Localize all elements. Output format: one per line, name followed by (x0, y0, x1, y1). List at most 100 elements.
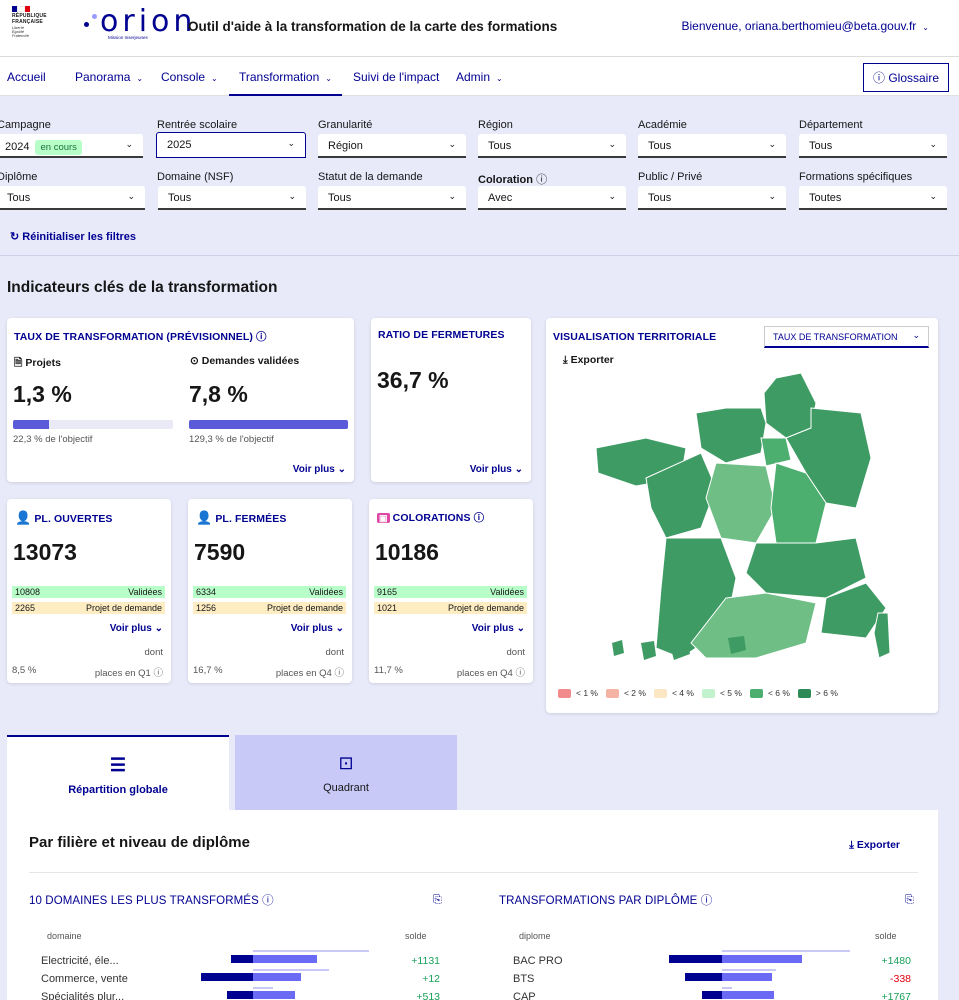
nav-console[interactable]: Console ⌄ (161, 70, 218, 84)
legend-item: > 6 % (797, 688, 838, 699)
select-statut[interactable]: Tous ⌄ (318, 186, 466, 210)
orion-logo[interactable]: orion Mission Inserjeunes (84, 7, 196, 40)
republique-francaise-logo: RÉPUBLIQUE FRANÇAISE Liberté Égalité Frate… (12, 6, 47, 38)
scatter-icon: ⊡ (338, 753, 354, 773)
dont-label: dont (506, 647, 526, 658)
pct-value: 8,5 % (12, 665, 37, 676)
chevron-down-icon: ⌄ (287, 138, 295, 148)
region-pays-de-la-loire (645, 452, 717, 539)
legend-item: < 1 % (558, 688, 598, 699)
bar-mark (669, 955, 722, 963)
column-header: solde (405, 931, 427, 941)
download-csv-icon[interactable]: ⎘ (905, 894, 914, 906)
filter-label-campagne: Campagne (0, 119, 51, 131)
voir-plus-button[interactable]: Voir plus ⌄ (292, 464, 346, 475)
bar-mark (227, 991, 253, 999)
chevron-down-icon: ⌄ (211, 74, 218, 83)
map-export-button[interactable]: ⤓ Exporter (563, 354, 614, 366)
voir-plus-button[interactable]: Voir plus ⌄ (290, 623, 344, 634)
nav-admin[interactable]: Admin ⌄ (456, 70, 503, 84)
chevron-down-icon: ⌄ (514, 464, 523, 475)
chevron-down-icon: ⌄ (929, 191, 937, 201)
voir-plus-button[interactable]: Voir plus ⌄ (469, 464, 523, 475)
nav-suivi-impact[interactable]: Suivi de l'impact (353, 70, 440, 84)
region-auvergne-rhone-alpes (745, 537, 867, 599)
select-departement[interactable]: Tous ⌄ (799, 134, 947, 158)
tab-repartition-globale[interactable]: ☰ Répartition globale (7, 735, 229, 810)
filter-label-diplome: Diplôme (0, 171, 38, 183)
map-indicator-select[interactable]: TAUX DE TRANSFORMATION ⌄ (764, 326, 929, 348)
main-nav: Accueil Panorama ⌄ Console ⌄ Transformatio… (0, 57, 959, 96)
column-header: solde (875, 931, 897, 941)
filter-label-academie: Académie (638, 119, 687, 131)
row-solde: -338 (889, 973, 911, 985)
chevron-down-icon: ⌄ (768, 139, 776, 149)
nav-panorama[interactable]: Panorama ⌄ (75, 70, 144, 84)
tab-quadrant[interactable]: ⊡ Quadrant (235, 735, 457, 810)
france-map[interactable] (586, 368, 906, 668)
user-menu[interactable]: Bienvenue, oriana.berthomieu@beta.gouv.f… (681, 19, 929, 33)
filter-label-coloration: Coloration ⓘ (478, 174, 548, 186)
chevron-down-icon: ⌄ (929, 139, 937, 149)
region-dom-2 (641, 641, 656, 660)
region-dom-1 (612, 640, 624, 656)
select-region[interactable]: Tous ⌄ (478, 134, 626, 158)
glossary-button[interactable]: ⓘ Glossaire (862, 63, 949, 92)
select-granularite[interactable]: Région ⌄ (318, 134, 466, 158)
dont-label: dont (144, 647, 164, 658)
places-label: places en Q1 ⓘ (94, 668, 163, 679)
chevron-down-icon: ⌄ (768, 191, 776, 201)
bar-mark (253, 950, 369, 952)
pct-value: 16,7 % (193, 665, 223, 676)
bar-mark (253, 987, 273, 989)
select-formations[interactable]: Toutes ⌄ (799, 186, 947, 210)
filter-label-rentree: Rentrée scolaire (157, 119, 238, 131)
bar-mark (722, 973, 772, 981)
select-rentree[interactable]: 2025 ⌄ (156, 132, 306, 158)
validees-objectif: 129,3 % de l'objectif (189, 434, 274, 445)
nav-transformation[interactable]: Transformation ⌄ (229, 70, 342, 96)
check-circle-icon: ⊙ (190, 355, 199, 367)
places-label: places en Q4 ⓘ (456, 668, 525, 679)
chevron-down-icon: ⌄ (608, 139, 616, 149)
chevron-down-icon: ⌄ (496, 74, 503, 83)
download-icon: ⤓ (849, 839, 854, 851)
places-fermees-card: 👤 PL. FERMÉES 7590 6334 Validées 1256 Proj… (188, 499, 352, 683)
refresh-icon: ↻ (10, 231, 20, 243)
fermees-value: 7590 (194, 539, 246, 565)
question-icon: ⓘ (473, 512, 485, 524)
voir-plus-button[interactable]: Voir plus ⌄ (471, 623, 525, 634)
bar-chart-icon: ☰ (109, 755, 127, 775)
projets-progress-bar (13, 420, 173, 429)
row-label: BTS (513, 973, 535, 985)
select-academie[interactable]: Tous ⌄ (638, 134, 786, 158)
select-coloration[interactable]: Avec ⌄ (478, 186, 626, 210)
voir-plus-button[interactable]: Voir plus ⌄ (109, 623, 163, 634)
select-diplome[interactable]: Tous ⌄ (0, 186, 145, 210)
bar-mark (722, 955, 802, 963)
validees-strip: 9165 Validées (374, 586, 527, 598)
map-legend: < 1 % < 2 % < 4 % < 5 % < 6 % > 6 % (558, 688, 838, 699)
select-campagne[interactable]: 2024 en cours ⌄ (0, 134, 143, 158)
filter-label-region: Région (478, 119, 513, 131)
row-label: Electricité, éle... (41, 955, 119, 967)
row-label: Commerce, vente (41, 973, 128, 985)
download-csv-icon[interactable]: ⎘ (433, 894, 442, 906)
filter-label-public: Public / Privé (638, 171, 703, 183)
ouvertes-value: 13073 (13, 539, 77, 565)
palette-icon: ▣ (377, 513, 390, 523)
projets-objectif: 22,3 % de l'objectif (13, 434, 93, 445)
export-button[interactable]: ⤓ Exporter (849, 839, 900, 851)
region-centre (705, 462, 777, 544)
validees-label: ⊙ Demandes validées (190, 355, 300, 367)
colorations-value: 10186 (375, 539, 439, 565)
reset-filters-button[interactable]: ↻ Réinitialiser les filtres (10, 231, 136, 243)
select-domaine[interactable]: Tous ⌄ (158, 186, 306, 210)
chevron-down-icon: ⌄ (448, 191, 456, 201)
nav-accueil[interactable]: Accueil (7, 70, 46, 84)
diplome-chart-title: TRANSFORMATIONS PAR DIPLÔME ⓘ (499, 895, 713, 907)
select-public[interactable]: Tous ⌄ (638, 186, 786, 210)
region-dom-5 (728, 636, 746, 654)
question-icon: ⓘ (536, 174, 548, 186)
row-label: BAC PRO (513, 955, 563, 967)
